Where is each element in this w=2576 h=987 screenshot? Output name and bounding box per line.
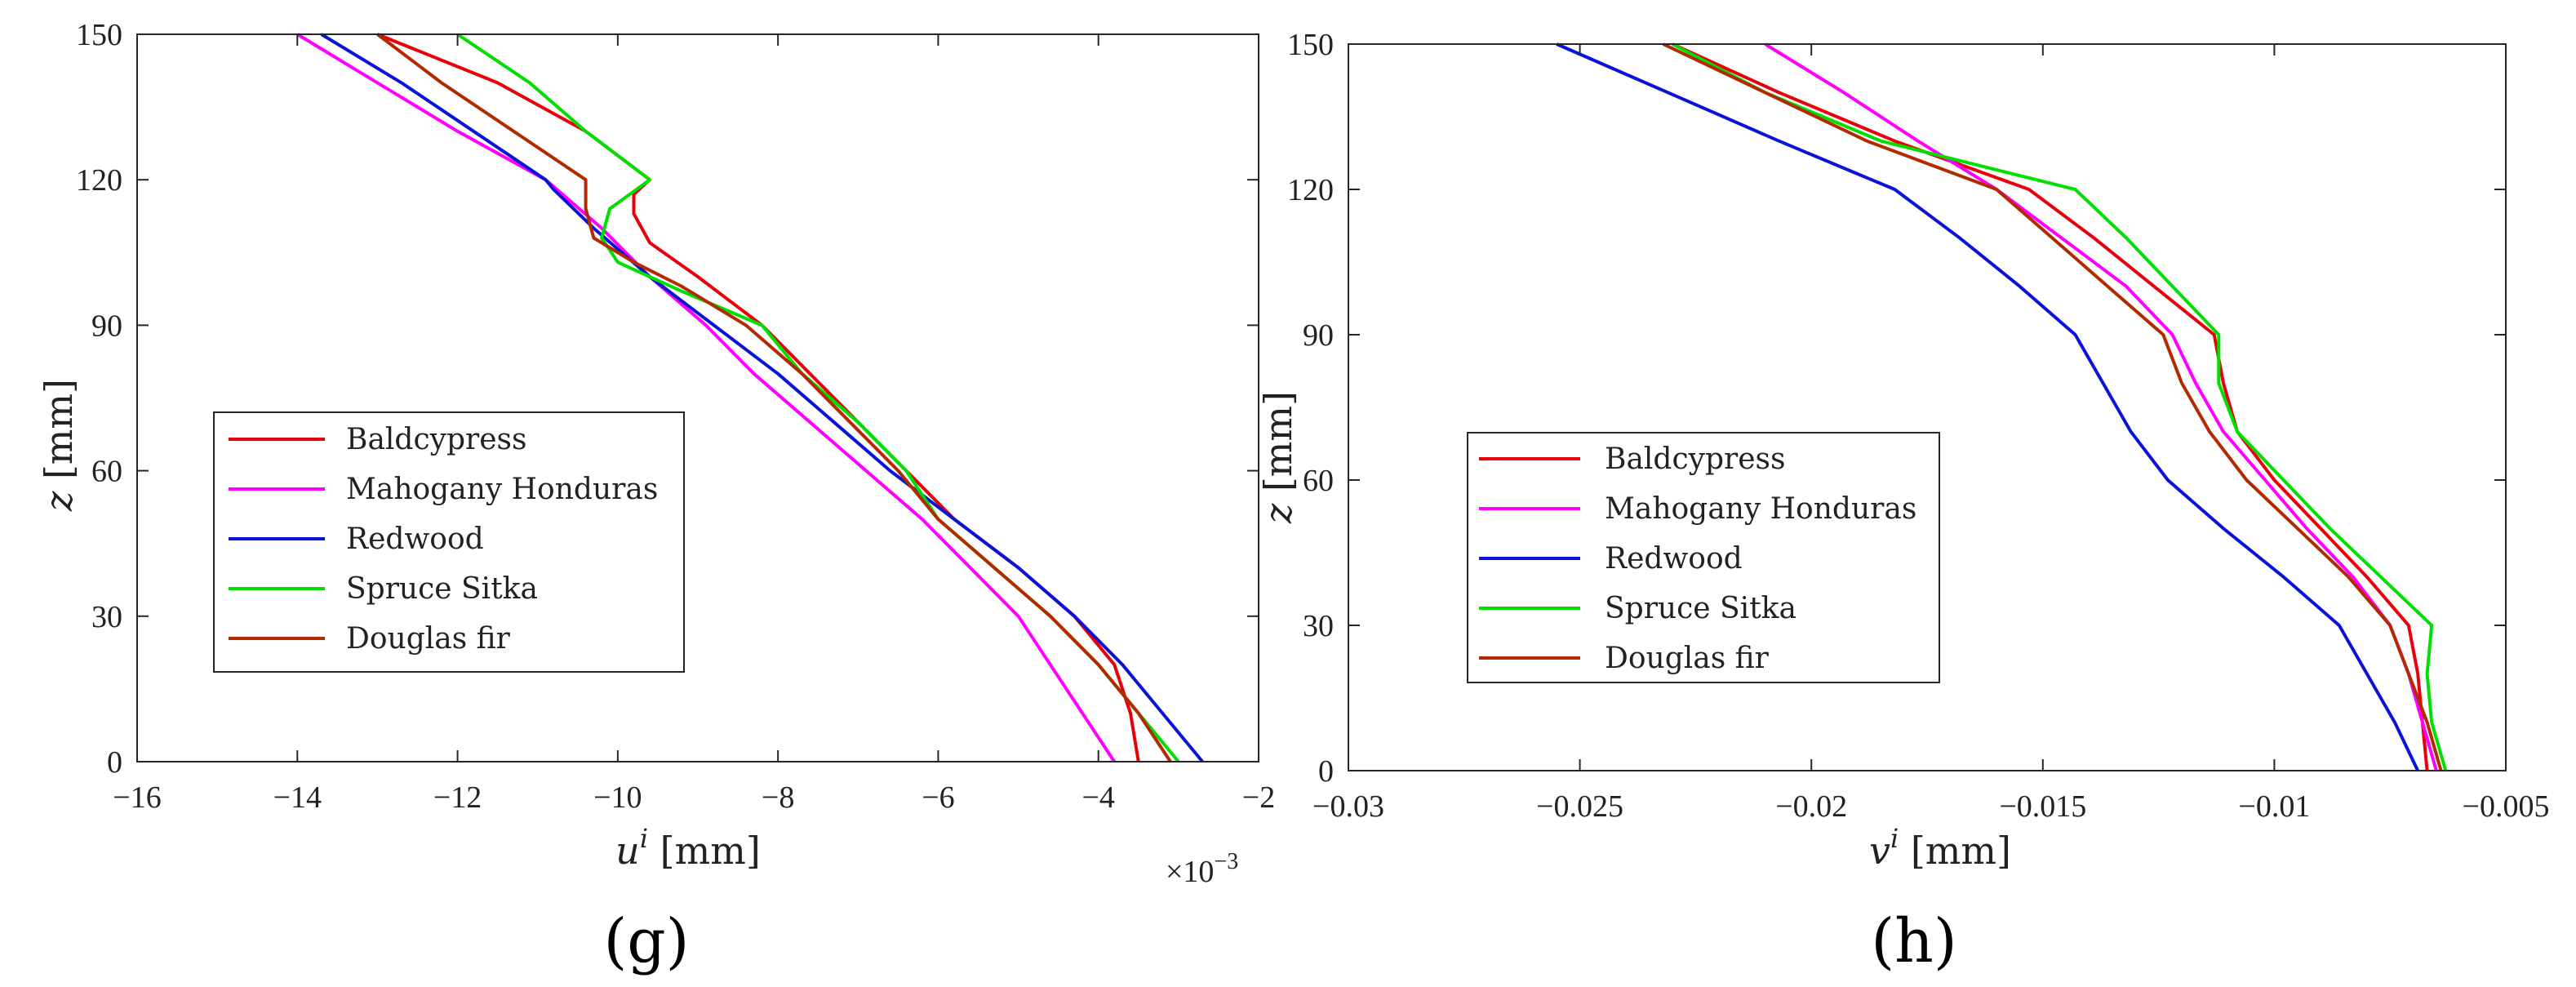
y-tick-label: 120 [1287, 173, 1334, 207]
chart-panel-g: −16 −14 −12 −10 −8 −6 −4 −2 0 30 60 90 120 150 ui [mm]… [37, 18, 1275, 976]
chart-panel-h: −0.03 −0.025 −0.02 −0.015 −0.01 −0.005 0 30 60 90… [1256, 28, 2549, 976]
x-tick-label: −10 [593, 780, 642, 815]
y-tick-label: 30 [1303, 609, 1334, 643]
x-tick-label: −12 [433, 780, 482, 815]
legend-label: Spruce Sitka [346, 572, 538, 606]
legend-label: Redwood [1605, 542, 1743, 576]
multiplier-exponent: −3 [1214, 849, 1238, 874]
x-axis-unit: [mm] [1899, 829, 2011, 873]
x-axis-label: ui [mm] [615, 823, 761, 873]
multiplier-base: ×10 [1166, 855, 1214, 889]
y-axis-variable: z [37, 491, 81, 512]
y-axis-variable: z [1256, 503, 1300, 524]
x-tick-label: −6 [922, 780, 954, 815]
y-tick-label: 120 [76, 163, 122, 198]
y-axis-label: z [mm] [1256, 391, 1300, 524]
x-axis-label: vi [mm] [1869, 823, 2011, 873]
x-axis-superscript: i [1890, 823, 1899, 854]
y-tick-label: 30 [91, 600, 122, 634]
legend-label: Mahogany Honduras [346, 473, 658, 506]
axes-frame [136, 33, 1259, 762]
y-axis-unit: [mm] [37, 379, 81, 491]
legend-label: Spruce Sitka [1605, 592, 1797, 625]
legend-box [213, 411, 685, 673]
series-line-redwood [1556, 42, 2420, 771]
legend-label: Baldcypress [1605, 442, 1785, 476]
y-tick-label: 0 [107, 745, 122, 780]
series-line-mahogany-honduras [296, 33, 1116, 763]
x-tick-label: −8 [762, 780, 794, 815]
series-line-douglas-fir [376, 33, 1172, 763]
y-axis-unit: [mm] [1256, 391, 1300, 504]
axes-frame [1348, 43, 2507, 771]
x-tick-label: −0.03 [1312, 789, 1384, 824]
x-tick-label: −0.015 [1999, 789, 2086, 824]
x-axis-superscript: i [640, 823, 648, 854]
x-tick-label: −4 [1081, 780, 1114, 815]
x-tick-label: −16 [113, 780, 161, 815]
y-tick-label: 90 [91, 309, 122, 343]
x-axis-unit: [mm] [648, 829, 761, 873]
panel-label: (g) [603, 906, 689, 976]
x-tick-label: −0.025 [1536, 789, 1623, 824]
series-line-baldcypress [1672, 42, 2429, 771]
legend-label: Douglas fir [1605, 642, 1770, 675]
x-axis-variable: v [1869, 829, 1890, 873]
x-tick-label: −0.005 [2463, 789, 2550, 824]
y-tick-label: 150 [1287, 28, 1334, 62]
x-axis-variable: u [615, 829, 640, 873]
panel-label: (h) [1871, 906, 1956, 976]
x-tick-label: −0.01 [2238, 789, 2310, 824]
legend-label: Baldcypress [346, 423, 526, 456]
x-tick-label: −14 [273, 780, 322, 815]
series-line-douglas-fir [1662, 42, 2443, 771]
legend-label: Douglas fir [346, 622, 511, 656]
series-line-redwood [320, 33, 1204, 763]
legend-label: Redwood [346, 522, 484, 556]
legend-label: Mahogany Honduras [1605, 492, 1916, 526]
y-tick-label: 0 [1318, 754, 1334, 789]
x-axis-multiplier: ×10−3 [1166, 849, 1238, 889]
y-tick-label: 90 [1303, 318, 1334, 353]
y-tick-label: 60 [1303, 464, 1334, 498]
y-axis-label: z [mm] [37, 379, 81, 512]
x-tick-label: −2 [1242, 780, 1275, 815]
y-tick-label: 60 [91, 455, 122, 489]
x-tick-label: −0.02 [1775, 789, 1847, 824]
y-tick-label: 150 [76, 18, 122, 52]
series-line-spruce-sitka [1672, 42, 2448, 771]
